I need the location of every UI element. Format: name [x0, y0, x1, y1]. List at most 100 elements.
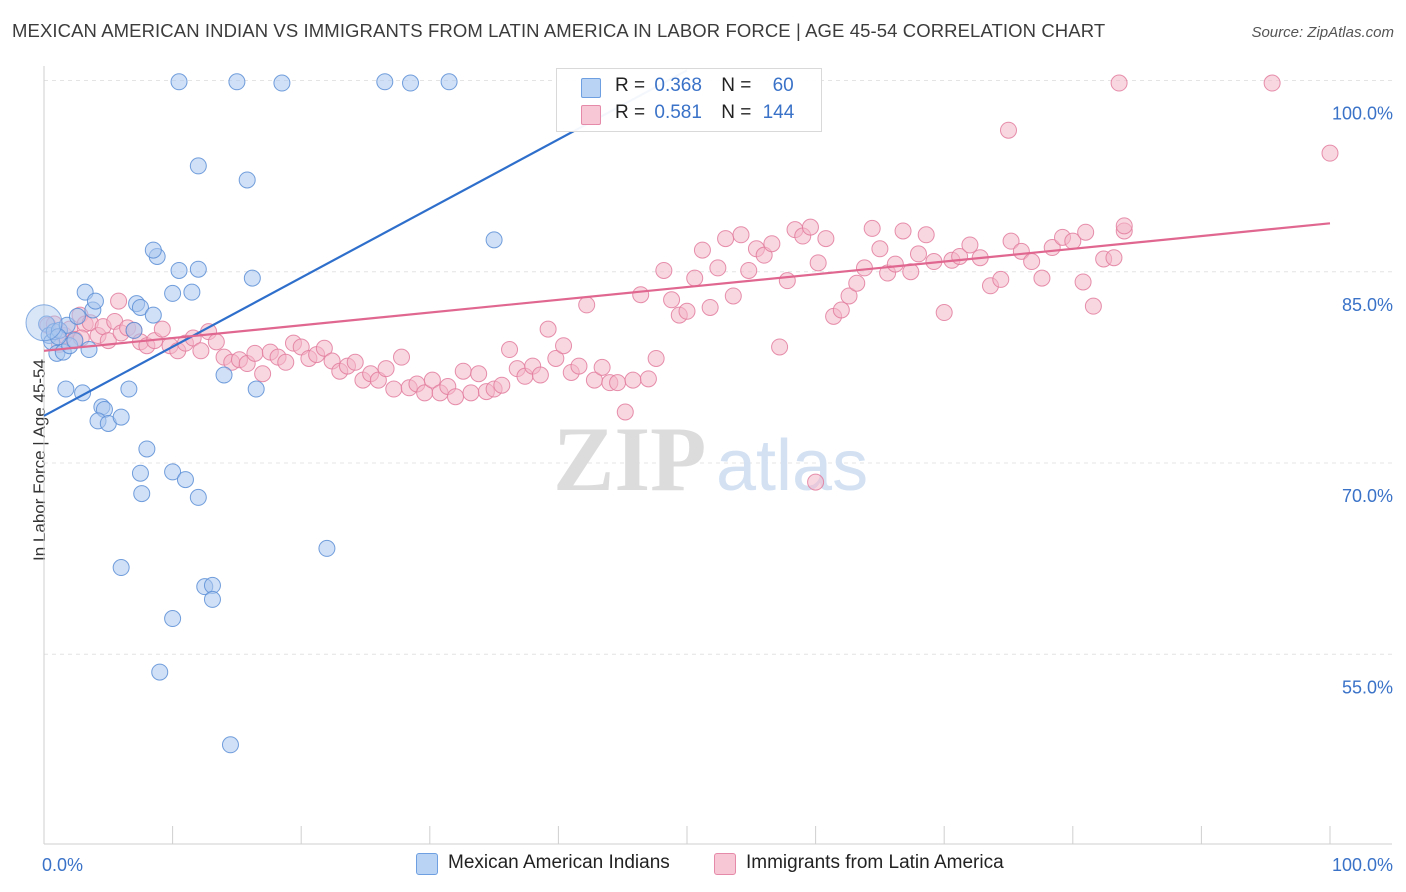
y-tick-label: 85.0%	[1342, 295, 1393, 315]
immigrants-point	[547, 349, 565, 367]
mexican-american-indian-point	[164, 610, 182, 628]
mexican-american-indian-point	[170, 261, 188, 279]
watermark-atlas: atlas	[716, 426, 868, 506]
immigrants-point	[1105, 249, 1123, 267]
immigrants-point	[894, 222, 912, 240]
y-tick-label: 55.0%	[1342, 677, 1393, 697]
immigrants-point	[555, 337, 573, 355]
tick-labels: 55.0% 70.0% 85.0% 100.0% 0.0% 100.0%	[42, 104, 1393, 876]
immigrants-point	[423, 371, 441, 389]
mexican-american-indian-point	[402, 74, 420, 92]
legend-n-value-pink: 144	[762, 102, 795, 123]
mexican-american-indian-point	[215, 366, 233, 384]
mexican-american-indian-point	[80, 341, 98, 359]
immigrants-point	[393, 348, 411, 366]
trend-line-pink	[43, 222, 1331, 352]
immigrants-point	[570, 357, 588, 375]
mexican-american-indian-point	[189, 260, 207, 278]
mexican-american-indian-point	[243, 269, 261, 287]
immigrants-point	[110, 292, 128, 310]
legend-r-label: R =	[615, 75, 646, 96]
immigrants-point	[531, 366, 549, 384]
immigrants-point	[817, 230, 835, 248]
immigrants-point	[385, 380, 403, 398]
immigrants-point	[693, 241, 711, 259]
immigrants-point	[935, 304, 953, 322]
mexican-american-indian-point	[131, 464, 149, 482]
legend-r-value-blue: 0.368	[654, 75, 702, 96]
mexican-american-indian-point	[125, 321, 143, 339]
mexican-american-indian-point	[176, 471, 194, 489]
immigrants-point	[701, 298, 719, 316]
mexican-american-indian-point	[138, 440, 156, 458]
immigrants-point	[254, 365, 272, 383]
legend-r-value-pink: 0.581	[654, 102, 702, 123]
immigrants-point	[1074, 273, 1092, 291]
mexican-american-indian-point	[120, 380, 138, 398]
immigrants-point	[1110, 74, 1128, 92]
immigrants-point	[763, 235, 781, 253]
immigrants-point	[848, 274, 866, 292]
immigrants-point	[1084, 297, 1102, 315]
watermark-zip: ZIP	[553, 408, 706, 510]
mexican-american-indian-point	[164, 463, 182, 481]
immigrants-point	[1115, 217, 1133, 235]
mexican-american-indian-point	[189, 157, 207, 175]
mexican-american-indian-points	[25, 73, 503, 754]
mexican-american-indian-point	[273, 74, 291, 92]
immigrants-point	[454, 362, 472, 380]
mexican-american-indian-point	[247, 380, 265, 398]
immigrants-point	[246, 344, 264, 362]
mexican-american-indian-point	[25, 304, 63, 342]
chart-title: MEXICAN AMERICAN INDIAN VS IMMIGRANTS FR…	[12, 20, 1106, 41]
immigrants-point	[655, 261, 673, 279]
immigrants-point	[346, 353, 364, 371]
mexican-american-indian-point	[57, 380, 75, 398]
legend-r-label: R =	[615, 102, 646, 123]
immigrants-point	[1077, 223, 1095, 241]
axes	[43, 66, 1392, 845]
immigrants-point	[778, 272, 796, 290]
mexican-american-indian-point	[318, 539, 336, 557]
bottom-legend-label-pink: Immigrants from Latin America	[746, 852, 1004, 873]
legend-n-label: N =	[721, 75, 752, 96]
immigrants-point	[624, 371, 642, 389]
mexican-american-indian-point	[133, 485, 151, 503]
immigrants-point	[447, 388, 465, 406]
immigrants-point	[724, 287, 742, 305]
immigrants-point	[470, 365, 488, 383]
mexican-american-indian-point	[144, 241, 162, 259]
y-tick-label: 100.0%	[1332, 104, 1393, 124]
bottom-legend-swatch-pink	[714, 853, 736, 875]
mexican-american-indian-point	[112, 408, 130, 426]
immigrants-point	[801, 218, 819, 236]
immigrants-point	[315, 339, 333, 357]
immigrants-point	[807, 473, 825, 491]
source-credit: Source: ZipAtlas.com	[1251, 24, 1394, 41]
legend-n-value-blue: 60	[772, 75, 794, 96]
immigrants-point	[840, 287, 858, 305]
immigrants-point	[732, 226, 750, 244]
immigrants-point	[277, 353, 295, 371]
bottom-legend-label-blue: Mexican American Indians	[448, 852, 670, 873]
immigrants-point	[501, 341, 519, 359]
immigrants-point	[207, 333, 225, 351]
mexican-american-indian-point	[49, 328, 67, 346]
mexican-american-indian-point	[189, 488, 207, 506]
legend-n-label: N =	[721, 102, 752, 123]
immigrants-point	[647, 349, 665, 367]
immigrants-point	[578, 296, 596, 314]
x-tick-label-max: 100.0%	[1332, 855, 1393, 875]
mexican-american-indian-point	[68, 307, 86, 325]
mexican-american-indian-point	[183, 283, 201, 301]
immigrants-point	[1002, 232, 1020, 250]
immigrants-point	[771, 338, 789, 356]
mexican-american-indian-point	[221, 736, 239, 754]
immigrants-point	[616, 403, 634, 421]
immigrants-point	[961, 236, 979, 254]
immigrants-point	[663, 291, 681, 309]
immigrants-point	[539, 320, 557, 338]
immigrants-point	[992, 270, 1010, 288]
immigrants-points	[39, 74, 1339, 491]
